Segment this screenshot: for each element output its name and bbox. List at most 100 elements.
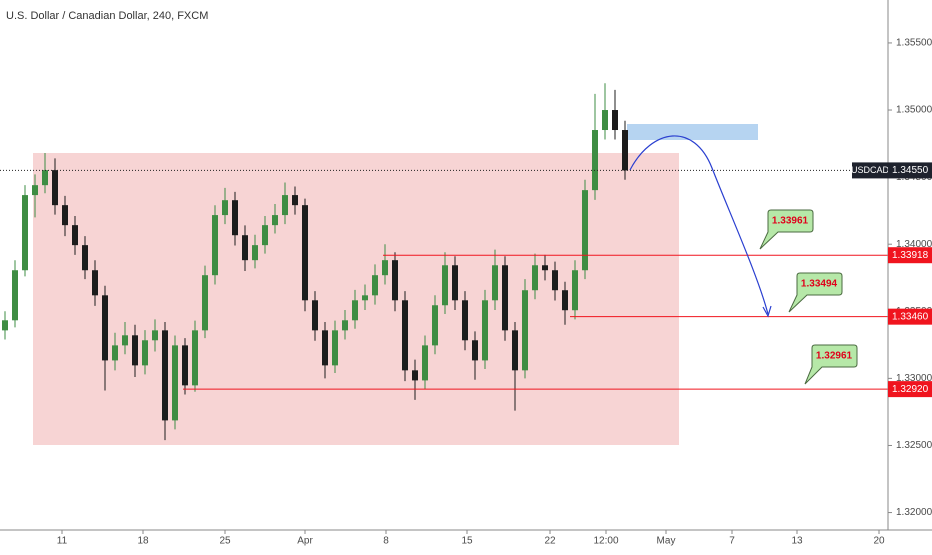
callout: 1.33961 bbox=[759, 209, 814, 250]
candle-body bbox=[602, 110, 608, 131]
candle-body bbox=[202, 275, 208, 331]
y-tick-label: 1.34000 bbox=[896, 239, 932, 250]
candle-body bbox=[552, 270, 558, 291]
candle-body bbox=[312, 300, 318, 331]
x-tick-label: 15 bbox=[461, 536, 473, 547]
x-tick-label: 22 bbox=[544, 536, 556, 547]
candle-body bbox=[102, 295, 108, 361]
axes: 1.320001.325001.330001.335001.340001.345… bbox=[57, 38, 932, 547]
candle-body bbox=[302, 205, 308, 301]
candle-body bbox=[462, 300, 468, 341]
candle-body bbox=[402, 300, 408, 371]
candle-body bbox=[592, 130, 598, 191]
candle-body bbox=[112, 345, 118, 361]
callout-box bbox=[788, 272, 843, 313]
level-price-box bbox=[888, 381, 932, 398]
x-tick-label: 18 bbox=[137, 536, 149, 547]
candle-body bbox=[612, 110, 618, 131]
candle-body bbox=[172, 345, 178, 421]
level-price-label: 1.32920 bbox=[892, 384, 929, 395]
candle-body bbox=[222, 200, 228, 216]
candle-body bbox=[262, 225, 268, 246]
candle-body bbox=[252, 245, 258, 261]
candle-body bbox=[382, 260, 388, 276]
y-tick-label: 1.32500 bbox=[896, 440, 932, 451]
candle-body bbox=[452, 265, 458, 301]
x-tick-label: 13 bbox=[791, 536, 803, 547]
candle-body bbox=[152, 330, 158, 341]
candle-body bbox=[442, 265, 448, 306]
last-price-box bbox=[888, 162, 932, 179]
candle-body bbox=[162, 330, 168, 421]
symbol-label: USDCAD bbox=[851, 165, 890, 175]
level-price-label: 1.33460 bbox=[892, 311, 929, 322]
candle-body bbox=[542, 265, 548, 271]
candle-body bbox=[472, 340, 478, 361]
candle-body bbox=[562, 290, 568, 311]
candle-body bbox=[242, 235, 248, 261]
candle-body bbox=[32, 185, 38, 196]
x-tick-label: 25 bbox=[219, 536, 231, 547]
projection-arrow bbox=[629, 135, 769, 315]
last-price-label: 1.34550 bbox=[892, 165, 929, 176]
level-price-box bbox=[888, 308, 932, 325]
level-price-box bbox=[888, 247, 932, 264]
symbol-box bbox=[852, 162, 888, 179]
candle-body bbox=[332, 330, 338, 366]
callout-text: 1.33961 bbox=[772, 216, 809, 227]
callout-box bbox=[759, 209, 814, 250]
candle-body bbox=[192, 330, 198, 386]
candle-body bbox=[282, 195, 288, 216]
candle-body bbox=[392, 260, 398, 301]
candle-body bbox=[532, 265, 538, 291]
candle-body bbox=[292, 195, 298, 206]
callout-text: 1.32961 bbox=[816, 351, 853, 362]
candle-body bbox=[412, 370, 418, 381]
candle-body bbox=[422, 345, 428, 381]
y-tick-label: 1.35000 bbox=[896, 105, 932, 116]
candle-body bbox=[322, 330, 328, 366]
candle-body bbox=[522, 290, 528, 371]
candle-body bbox=[72, 225, 78, 246]
candle-body bbox=[582, 190, 588, 271]
candle-body bbox=[212, 215, 218, 276]
candle-body bbox=[272, 215, 278, 226]
level-price-label: 1.33918 bbox=[892, 250, 929, 261]
y-tick-label: 1.35500 bbox=[896, 38, 932, 49]
candle-body bbox=[92, 270, 98, 296]
callout-box bbox=[804, 344, 858, 385]
candle-body bbox=[622, 130, 628, 171]
callout-text: 1.33494 bbox=[801, 279, 838, 290]
marks bbox=[0, 83, 888, 441]
y-tick-label: 1.33000 bbox=[896, 373, 932, 384]
candle-body bbox=[12, 270, 18, 321]
candle-body bbox=[502, 265, 508, 331]
candle-body bbox=[372, 275, 378, 296]
arrow-head bbox=[762, 305, 772, 318]
candle-body bbox=[432, 305, 438, 346]
candle-body bbox=[232, 200, 238, 236]
candle-body bbox=[362, 295, 368, 301]
candle-body bbox=[352, 300, 358, 321]
candle-body bbox=[132, 335, 138, 366]
x-tick-label: Apr bbox=[297, 536, 313, 547]
candle-body bbox=[42, 170, 48, 186]
candle-body bbox=[22, 195, 28, 271]
candle-body bbox=[482, 300, 488, 361]
candle-body bbox=[492, 265, 498, 301]
candle-body bbox=[2, 320, 8, 331]
x-tick-label: 7 bbox=[729, 536, 735, 547]
range-zone bbox=[33, 153, 679, 445]
candle-body bbox=[342, 320, 348, 331]
candle-body bbox=[82, 245, 88, 271]
candle-body bbox=[572, 270, 578, 311]
y-tick-label: 1.32000 bbox=[896, 507, 932, 518]
candle-body bbox=[62, 205, 68, 226]
candle-body bbox=[122, 335, 128, 346]
chart-title: U.S. Dollar / Canadian Dollar, 240, FXCM bbox=[6, 10, 208, 22]
x-tick-label: 20 bbox=[873, 536, 885, 547]
x-tick-label: May bbox=[657, 536, 676, 547]
x-tick-label: 11 bbox=[57, 536, 68, 547]
